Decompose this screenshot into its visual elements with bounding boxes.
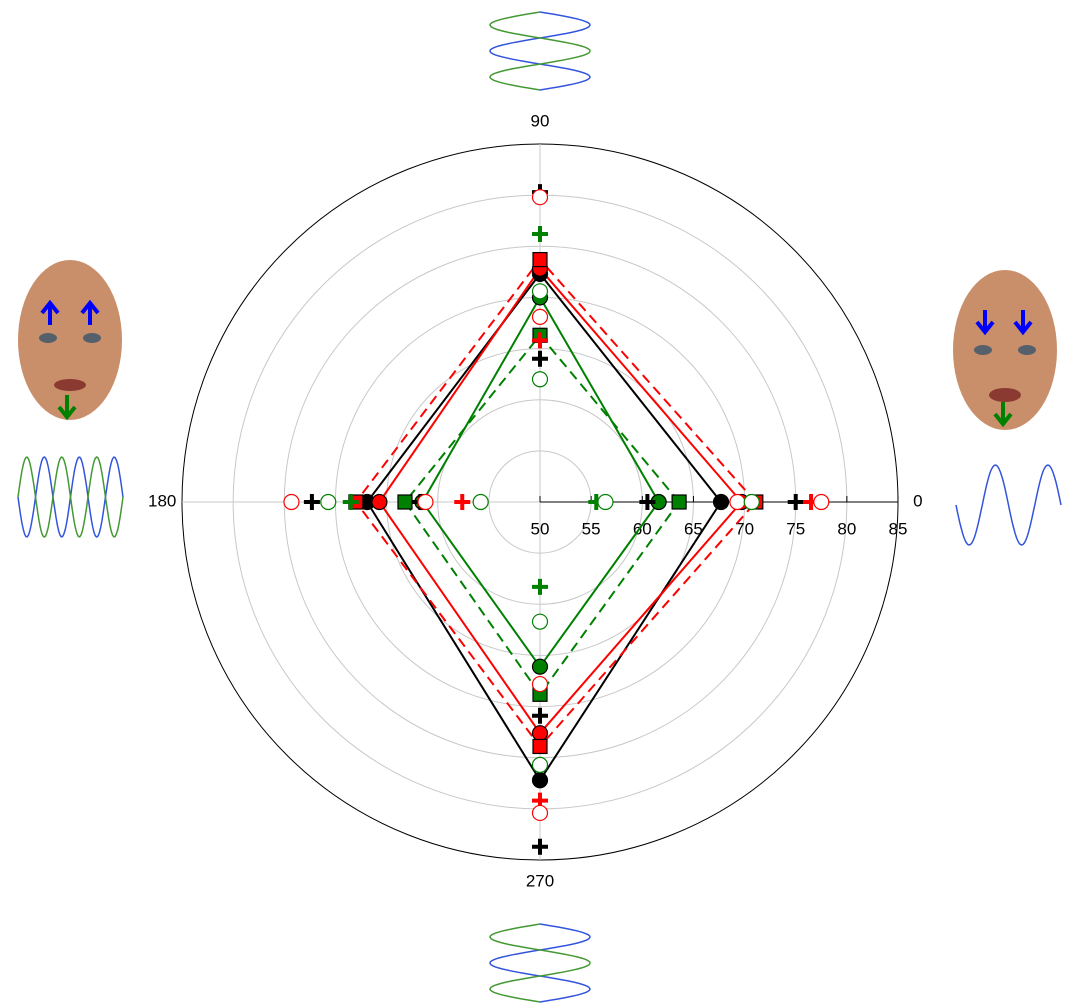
point [532,579,548,595]
wave [490,12,590,90]
r-tick-label: 85 [889,519,908,538]
series-line [405,335,679,694]
point [418,495,433,510]
face-left [18,260,122,420]
mouth [54,379,86,391]
point [533,773,548,788]
chart: 5055606570758085090180270 [0,0,1073,1006]
wave [18,457,123,537]
point [532,226,548,242]
point [533,614,548,629]
point [533,757,548,772]
point [533,739,547,753]
point [730,495,745,510]
point [714,495,729,510]
face-right [953,270,1057,430]
point [533,190,548,205]
point [533,726,548,741]
series-line [379,269,741,733]
r-tick-label: 80 [837,519,856,538]
angle-tick-label: 90 [531,111,550,130]
point [372,495,387,510]
point [533,805,548,820]
eye [39,333,57,343]
point [284,495,299,510]
wave [490,924,590,1002]
point [533,677,548,692]
r-tick-label: 50 [531,519,550,538]
mouth [989,388,1021,402]
point [398,495,412,509]
point [533,309,548,324]
point [533,372,548,387]
eye [83,333,101,343]
r-tick-label: 55 [582,519,601,538]
page: {"chart_data": {"type": "polar", "x": [0… [0,0,1073,1006]
face [18,260,122,420]
eye [974,345,992,355]
point [454,494,470,510]
wave [490,924,590,1002]
point [744,495,759,510]
point [533,284,548,299]
point [321,495,336,510]
r-tick-label: 75 [786,519,805,538]
point [533,659,548,674]
angle-tick-label: 180 [148,491,176,510]
wave [490,12,590,90]
angle-tick-label: 0 [913,491,922,510]
eye [1018,345,1036,355]
wave [956,465,1061,545]
point [532,708,548,724]
point [473,495,488,510]
point [788,494,804,510]
point [672,495,686,509]
point [598,495,613,510]
point [304,494,320,510]
point [532,351,548,367]
point [533,253,547,267]
angle-tick-label: 270 [526,871,554,890]
point [814,495,829,510]
point [532,839,548,855]
